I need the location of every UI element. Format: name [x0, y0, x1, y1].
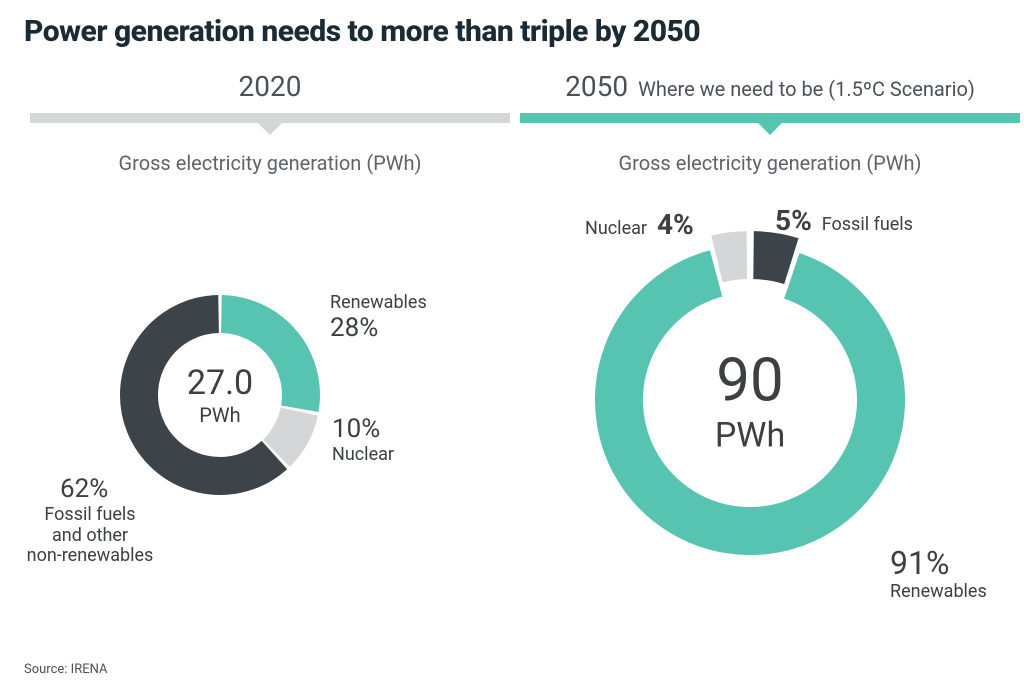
- page-title: Power generation needs to more than trip…: [24, 14, 700, 49]
- label-nuclear-pct: 10%: [332, 415, 394, 445]
- label-renewables-pct: 28%: [330, 314, 427, 344]
- label-nuclear-name-2050: Nuclear: [585, 218, 647, 239]
- label-fossil-2020: 62% Fossil fuels and other non-renewable…: [20, 475, 160, 567]
- year-2020: 2020: [239, 70, 302, 103]
- label-nuclear-2020: 10% Nuclear: [332, 415, 394, 466]
- column-2050: 2050 Where we need to be (1.5ºC Scenario…: [520, 70, 1020, 635]
- label-nuclear-pct-2050: 4%: [657, 208, 694, 241]
- donut-2050: 90 PWh: [595, 245, 905, 555]
- scenario-text: Where we need to be (1.5ºC Scenario): [638, 77, 975, 101]
- center-value-2050: 90: [715, 345, 785, 416]
- year-row-2050: 2050 Where we need to be (1.5ºC Scenario…: [520, 70, 1020, 103]
- label-nuclear-name: Nuclear: [332, 445, 394, 466]
- source-text: Source: IRENA: [24, 662, 107, 677]
- header-bar-2020: [30, 113, 510, 123]
- chart-area-2020: 27.0 PWh Renewables 28% 10% Nuclear 62% …: [30, 175, 510, 635]
- label-renewables-2020: Renewables 28%: [330, 293, 427, 344]
- label-renewables-2050: 91% Renewables: [890, 545, 987, 602]
- label-renewables-name: Renewables: [330, 293, 427, 314]
- label-nuclear-2050: Nuclear 4%: [585, 209, 694, 241]
- label-fossil-name: Fossil fuels and other non-renewables: [20, 505, 160, 567]
- center-value-2020: 27.0: [187, 363, 253, 403]
- slice-nuclear: [717, 255, 747, 259]
- label-fossil-pct: 62%: [60, 475, 160, 505]
- subtitle-2020: Gross electricity generation (PWh): [30, 151, 510, 175]
- label-fossil-pct-2050: 5%: [775, 204, 812, 237]
- center-unit-2050: PWh: [715, 416, 785, 456]
- donut-center-2050: 90 PWh: [715, 345, 785, 456]
- label-fossil-2050: 5% Fossil fuels: [775, 205, 913, 237]
- donut-center-2020: 27.0 PWh: [187, 363, 253, 427]
- year-2050: 2050: [565, 70, 628, 103]
- slice-nuclear: [276, 412, 299, 454]
- label-renewables-pct-2050: 91%: [890, 545, 987, 582]
- year-row-2020: 2020: [30, 70, 510, 103]
- center-unit-2020: PWh: [187, 403, 253, 427]
- column-2020: 2020 Gross electricity generation (PWh) …: [30, 70, 510, 635]
- donut-2020: 27.0 PWh: [120, 295, 320, 495]
- label-renewables-name-2050: Renewables: [890, 582, 987, 603]
- subtitle-2050: Gross electricity generation (PWh): [520, 151, 1020, 175]
- header-bar-2050: [520, 113, 1020, 123]
- slice-fossil: [754, 255, 792, 261]
- chart-area-2050: 90 PWh 5% Fossil fuels Nuclear 4% 91% Re…: [520, 175, 1020, 635]
- label-fossil-name-2050: Fossil fuels: [822, 214, 913, 235]
